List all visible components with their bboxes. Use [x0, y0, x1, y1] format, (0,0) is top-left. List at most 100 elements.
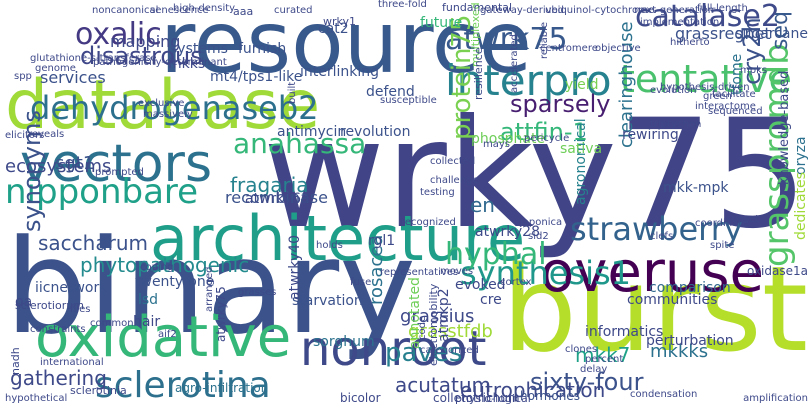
cloud-word: mkk7 — [575, 343, 631, 367]
cloud-word: rewiring — [622, 127, 679, 143]
cloud-word: rgl1 — [368, 233, 396, 249]
cloud-word: fundamental — [442, 1, 513, 14]
cloud-word: sclerotina — [95, 365, 271, 404]
cloud-word: spp — [14, 71, 32, 82]
cloud-word: mkks — [168, 56, 206, 72]
cloud-word: atwrky63 — [245, 191, 310, 207]
cloud-word: mt4/tps1-like — [210, 69, 303, 85]
cloud-word: oxidative — [35, 305, 292, 370]
cloud-word: atwrk75 — [445, 22, 568, 57]
cloud-word: tentative — [620, 57, 792, 101]
cloud-word: sugarcane — [735, 26, 808, 42]
cloud-word: evolution — [650, 85, 697, 96]
cloud-word: susceptible — [380, 95, 437, 106]
cloud-word: challenge — [430, 175, 479, 186]
cloud-word: constraints — [30, 324, 86, 335]
cloud-word: pathogenicity-determinant — [93, 57, 227, 68]
cloud-word: elicitors — [5, 130, 45, 141]
cloud-word: resilience — [472, 47, 485, 100]
cloud-word: built — [287, 81, 298, 104]
cloud-word: clones — [565, 344, 598, 355]
cloud-word: atwrky40 — [287, 235, 303, 300]
cloud-word: ubiquinol-cytochrome — [545, 5, 654, 16]
cloud-word: sgt1 — [55, 153, 95, 174]
cloud-word: amplification — [743, 393, 808, 404]
cloud-word: aif2 — [158, 329, 177, 340]
cloud-word: phytopathogenic — [80, 253, 250, 277]
cloud-word: resource — [160, 0, 532, 93]
cloud-word: nadh — [9, 347, 22, 375]
cloud-word: interpro — [445, 56, 612, 105]
cloud-word: triptychon — [650, 119, 702, 130]
cloud-word: dehydrogenaseb2 — [30, 89, 319, 127]
cloud-word: yield — [565, 77, 599, 93]
cloud-word: japonica — [520, 217, 563, 228]
cloud-word: centromere — [540, 43, 598, 54]
cloud-word: interactome — [695, 101, 756, 112]
cloud-word: subset — [726, 214, 760, 225]
cloud-word: twenty-one — [135, 274, 215, 290]
cloud-word: defend — [366, 84, 415, 100]
cloud-word: aaa — [233, 5, 254, 18]
cloud-word: hitherto — [670, 37, 710, 48]
cloud-word: perturbation — [646, 333, 734, 349]
cloud-word: disastrous — [80, 42, 203, 70]
cloud-word: files — [70, 304, 91, 315]
cloud-word: dedicates — [793, 172, 808, 240]
cloud-word: revolution — [340, 124, 411, 140]
cloud-word: mkkks — [650, 341, 709, 362]
cloud-word: en — [470, 193, 495, 217]
cloud-word: noncanonical — [92, 5, 159, 16]
cloud-word: paves — [385, 338, 463, 368]
cloud-word: three-fold — [378, 0, 427, 10]
cloud-word: pericycle — [524, 133, 570, 144]
cloud-word: collected — [430, 156, 476, 167]
cloud-word: holds — [316, 240, 343, 251]
cloud-word: mkk-mpk — [663, 180, 729, 196]
cloud-word: cortex — [500, 277, 532, 288]
cloud-word: reveals — [28, 129, 65, 140]
cloud-word: sparsely — [510, 90, 611, 118]
cloud-word: clefs — [650, 231, 674, 242]
cloud-word: oxalic — [75, 17, 162, 52]
cloud-word: synthesis1 — [460, 254, 631, 292]
cloud-word: coping — [140, 262, 174, 273]
cloud-word: nipponbare — [5, 172, 199, 212]
cloud-word: sixty-four — [530, 368, 644, 396]
cloud-word: eutrophication — [460, 378, 606, 402]
cloud-word: fragaria — [230, 173, 309, 197]
cloud-word: high-density — [173, 3, 236, 14]
cloud-word: grassregnet — [675, 24, 771, 43]
cloud-word: moves — [440, 266, 474, 277]
cloud-word: next-generation — [634, 5, 715, 16]
cloud-word: catalase2 — [635, 0, 780, 34]
cloud-word: mays — [483, 139, 510, 150]
cloud-word: oryza — [793, 136, 808, 175]
cloud-word: delay — [580, 364, 608, 375]
cloud-word: categorized — [420, 345, 479, 356]
cloud-word: agro-infiltration — [175, 381, 269, 395]
cloud-word: coordinate — [695, 218, 749, 229]
cloud-word: acutatum — [395, 373, 492, 397]
cloud-word: hypothetical — [5, 393, 68, 404]
cloud-word: international — [40, 357, 104, 368]
cloud-word: implementation — [640, 17, 720, 28]
cloud-word: representatives — [380, 267, 459, 278]
cloud-word: green — [703, 91, 732, 102]
cloud-word: systems — [170, 41, 228, 57]
cloud-word: hormones — [520, 389, 580, 403]
cloud-word: attfin-1 — [500, 118, 588, 146]
cloud-word: saccharum — [38, 231, 148, 255]
cloud-word: database — [5, 66, 321, 145]
cloud-word: physio-logical — [455, 392, 531, 404]
cloud-word: objective — [595, 43, 641, 54]
cloud-word: genome — [35, 63, 76, 74]
cloud-word: wrky75 — [262, 88, 808, 262]
cloud-word: colletotrichum — [433, 391, 520, 404]
cloud-word: informatics — [585, 324, 664, 340]
cloud-word: sclerotinia — [70, 384, 127, 397]
cloud-word: mapping — [110, 32, 181, 51]
cloud-word: hypothesis-driven — [660, 82, 750, 93]
cloud-word: facilitate — [712, 89, 756, 100]
